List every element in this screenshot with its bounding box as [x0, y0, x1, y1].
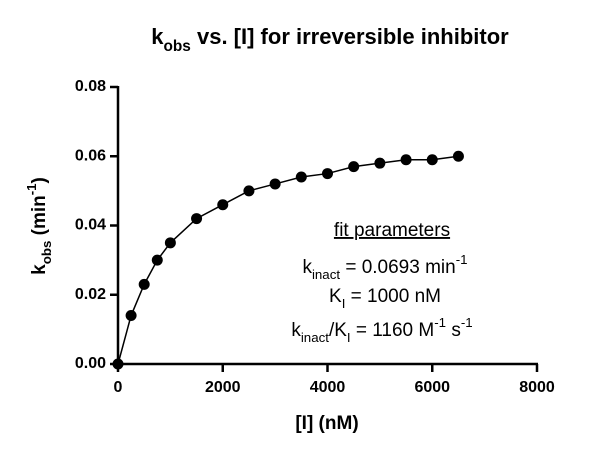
text-segment: s [446, 320, 461, 341]
annotation: kinact = 0.0693 min-1 [302, 252, 467, 282]
data-point [151, 254, 163, 266]
text-segment: I [342, 296, 346, 311]
text-segment: obs [39, 241, 54, 265]
text-segment: -1 [434, 315, 446, 330]
text-segment: -1 [456, 252, 468, 267]
text-segment: = 1160 M [351, 320, 435, 341]
y-tick-label: 0.06 [75, 147, 106, 164]
text-segment: k [151, 24, 164, 49]
text-segment: /K [329, 320, 347, 341]
text-segment: = 1000 nM [345, 286, 441, 307]
text-segment: inact [312, 267, 340, 282]
data-point [217, 199, 229, 211]
x-tick-label: 2000 [205, 379, 241, 396]
data-point [269, 178, 281, 190]
text-segment: ) [29, 177, 50, 183]
data-point [426, 154, 438, 166]
data-point [322, 168, 333, 180]
text-segment: fit parameters [334, 220, 450, 241]
text-segment: = 0.0693 min [340, 257, 456, 278]
text-segment: [I] (nM) [295, 413, 358, 434]
text-segment: -1 [461, 315, 473, 330]
y-tick-label: 0.08 [75, 78, 106, 95]
fit-line [117, 155, 459, 365]
x-tick-label: 4000 [310, 379, 346, 396]
data-point [400, 154, 412, 166]
text-segment: k [302, 257, 312, 278]
data-point [452, 150, 464, 162]
data-point [191, 213, 203, 225]
y-tick-label: 0.04 [75, 217, 106, 234]
text-segment: k [29, 264, 50, 275]
data-point [138, 278, 150, 290]
text-segment: (min [29, 195, 50, 240]
y-tick-label: 0.02 [75, 286, 106, 303]
x-axis-label: [I] (nM) [295, 413, 358, 434]
y-axis-label: kobs (min-1) [24, 177, 54, 275]
data-point [164, 237, 176, 249]
text-segment: I [347, 330, 351, 345]
data-point [295, 171, 307, 183]
x-tick-label: 6000 [414, 379, 450, 396]
annotation: kinact/KI = 1160 M-1 s-1 [291, 315, 472, 345]
annotation: fit parameters [334, 220, 450, 241]
annotation: KI = 1000 nM [329, 286, 441, 311]
text-segment: -1 [24, 183, 39, 195]
text-segment: obs [164, 38, 191, 55]
data-point [243, 185, 255, 197]
text-segment: vs. [I] for irreversible inhibitor [191, 24, 509, 49]
text-segment: inact [301, 330, 329, 345]
y-tick-label: 0.00 [75, 355, 106, 372]
data-point [112, 358, 124, 370]
data-point [374, 157, 386, 169]
x-tick-label: 0 [114, 379, 123, 396]
data-point [125, 310, 137, 322]
x-tick-label: 8000 [519, 379, 555, 396]
chart-title: kobs vs. [I] for irreversible inhibitor [151, 24, 509, 55]
text-segment: K [329, 286, 342, 307]
text-segment: k [291, 320, 301, 341]
data-point [348, 161, 360, 173]
